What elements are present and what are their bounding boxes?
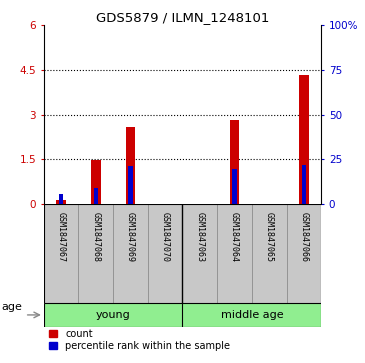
Bar bbox=[94, 188, 98, 204]
Bar bbox=[91, 160, 101, 204]
Bar bbox=[56, 200, 66, 204]
Bar bbox=[78, 204, 113, 303]
Title: GDS5879 / ILMN_1248101: GDS5879 / ILMN_1248101 bbox=[96, 11, 269, 24]
Bar bbox=[217, 204, 252, 303]
Bar bbox=[182, 303, 321, 327]
Bar bbox=[230, 120, 239, 204]
Bar bbox=[233, 169, 237, 204]
Bar bbox=[287, 204, 321, 303]
Bar bbox=[59, 194, 63, 204]
Bar bbox=[126, 127, 135, 204]
Bar bbox=[44, 204, 78, 303]
Legend: count, percentile rank within the sample: count, percentile rank within the sample bbox=[49, 329, 230, 351]
Text: GSM1847067: GSM1847067 bbox=[57, 212, 66, 262]
Text: GSM1847070: GSM1847070 bbox=[161, 212, 170, 262]
Text: GSM1847065: GSM1847065 bbox=[265, 212, 274, 262]
Bar bbox=[302, 165, 306, 204]
Text: GSM1847066: GSM1847066 bbox=[299, 212, 308, 262]
Bar bbox=[299, 76, 309, 204]
Bar bbox=[148, 204, 182, 303]
Bar bbox=[252, 204, 287, 303]
Text: middle age: middle age bbox=[220, 310, 283, 320]
Text: GSM1847068: GSM1847068 bbox=[91, 212, 100, 262]
Text: GSM1847063: GSM1847063 bbox=[195, 212, 204, 262]
Bar bbox=[44, 303, 182, 327]
Bar bbox=[128, 167, 132, 204]
Text: young: young bbox=[96, 310, 131, 320]
Bar bbox=[113, 204, 148, 303]
Text: age: age bbox=[2, 302, 23, 312]
Bar bbox=[182, 204, 217, 303]
Text: GSM1847064: GSM1847064 bbox=[230, 212, 239, 262]
Text: GSM1847069: GSM1847069 bbox=[126, 212, 135, 262]
